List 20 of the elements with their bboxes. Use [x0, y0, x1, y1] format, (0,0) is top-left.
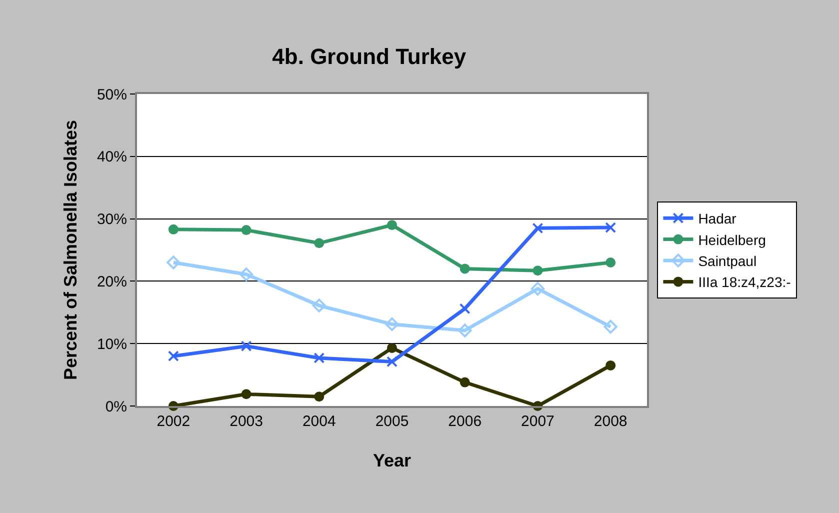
y-tick-label: 0%	[105, 398, 127, 416]
y-tick-label: 10%	[96, 336, 127, 353]
legend-label: IIIa 18:z4,z23:-	[698, 274, 792, 290]
y-tick-label: 20%	[96, 273, 127, 290]
x-tick-label: 2008	[594, 413, 628, 430]
x-axis-title: Year	[372, 450, 412, 471]
y-axis-title: Percent of Salmonella Isolates	[60, 120, 81, 380]
y-tick-label: 40%	[96, 148, 127, 166]
x-tick-label: 2004	[302, 413, 336, 430]
legend-label: Hadar	[698, 210, 737, 227]
chart-title: 4b. Ground Turkey	[272, 44, 467, 70]
x-tick-label: 2007	[521, 413, 554, 430]
x-tick-label: 2002	[156, 413, 190, 430]
legend-label: Heidelberg	[698, 232, 766, 248]
x-tick-label: 2005	[375, 413, 409, 430]
x-tick-label: 2003	[230, 413, 263, 430]
y-tick-label: 30%	[96, 211, 127, 228]
x-tick-label: 2006	[448, 413, 482, 430]
y-tick-label: 50%	[96, 86, 127, 104]
legend-label: Saintpaul	[698, 252, 757, 269]
